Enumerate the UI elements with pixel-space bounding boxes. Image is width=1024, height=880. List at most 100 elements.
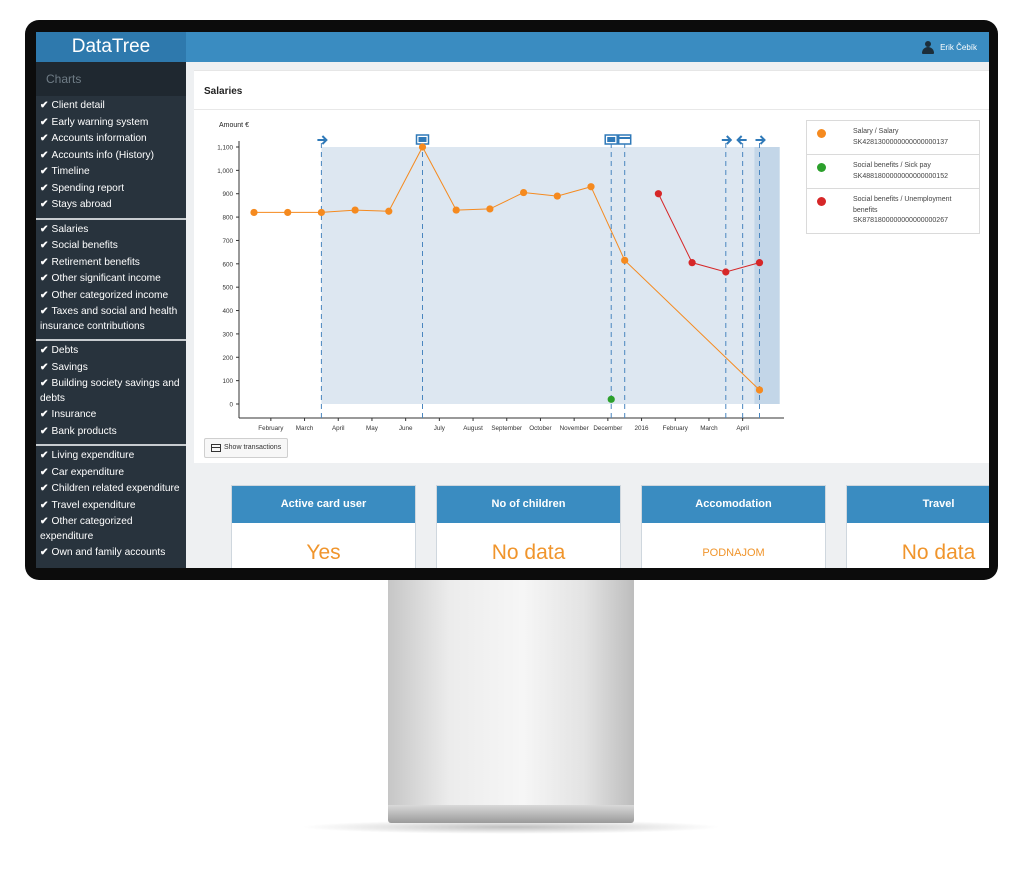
sidebar-item[interactable]: ✔ Social benefits <box>36 238 186 255</box>
y-tick-label: 600 <box>222 261 233 268</box>
sidebar-item-label: Other categorized income <box>51 289 169 301</box>
check-icon: ✔ <box>40 273 49 284</box>
sidebar-item-label: Savings <box>51 361 88 373</box>
data-point <box>755 259 764 267</box>
sidebar-group: ✔ Salaries ✔ Social benefits ✔ Retirement ben… <box>36 220 186 341</box>
x-tick-label: April <box>736 425 749 432</box>
sidebar-item-label: Timeline <box>51 166 90 177</box>
sidebar-item-label: Own and family accounts <box>51 547 166 558</box>
sidebar-item[interactable]: ✔ Stays abroad <box>36 197 186 214</box>
sidebar-item[interactable]: ✔ Taxes and social and health insurance c… <box>36 304 186 335</box>
x-tick-label: November <box>560 425 589 432</box>
sidebar-item-label: Car expenditure <box>51 466 125 478</box>
check-icon: ✔ <box>40 516 49 527</box>
arrow-right-icon <box>755 135 766 145</box>
y-tick-label: 200 <box>222 355 233 362</box>
sidebar-item[interactable]: ✔ Bank products <box>36 424 186 441</box>
check-icon: ✔ <box>40 149 49 161</box>
sidebar-item-label: Building society savings and debts <box>40 378 180 404</box>
check-icon: ✔ <box>40 240 49 251</box>
check-icon: ✔ <box>40 378 49 389</box>
y-tick-label: 500 <box>222 285 233 292</box>
data-point <box>755 386 764 394</box>
sidebar-item[interactable]: ✔ Salaries <box>36 222 186 239</box>
sidebar-group: ✔ Living expenditure ✔ Car expenditure ✔ Chil… <box>36 446 186 566</box>
sidebar-item[interactable]: ✔ Travel expenditure <box>36 498 186 515</box>
sidebar-item-label: Other categorized expenditure <box>40 516 133 542</box>
arrow-head <box>726 135 733 145</box>
sidebar-item[interactable]: ✔ Accounts info (History) <box>36 148 186 165</box>
x-tick-label: March <box>700 425 718 432</box>
y-tick-label: 1,100 <box>217 145 233 152</box>
y-tick-label: 0 <box>229 402 233 409</box>
sidebar-group: ✔ Client detail ✔ Early warning system ✔ Acco… <box>36 96 186 220</box>
card-no-of-children: No of children No data <box>436 485 621 568</box>
sidebar-item[interactable]: ✔ Insurance <box>36 407 186 424</box>
y-tick-label: 400 <box>222 308 233 315</box>
check-icon: ✔ <box>40 182 49 194</box>
card-box <box>617 134 632 145</box>
sidebar-item[interactable]: ✔ Other categorized income <box>36 288 186 305</box>
arrow-head <box>759 135 766 145</box>
sidebar-item[interactable]: ✔ Savings <box>36 360 186 377</box>
legend-item[interactable]: Salary / Salary SK4281300000000000000137 <box>807 121 979 155</box>
legend-account: SK4281300000000000000137 <box>853 138 948 146</box>
legend-item[interactable]: Social benefits / Unemployment benefits S… <box>807 189 979 233</box>
panel-divider <box>194 109 989 110</box>
y-tick-label: 300 <box>222 331 233 338</box>
sidebar-group: ✔ Debts ✔ Savings ✔ Building society savings … <box>36 341 186 446</box>
sidebar-item[interactable]: ✔ Building society savings and debts <box>36 376 186 407</box>
sidebar-item[interactable]: ✔ Client detail <box>36 98 186 115</box>
sidebar-item[interactable]: ✔ Car expenditure <box>36 465 186 482</box>
sidebar-item[interactable]: ✔ Own and family accounts <box>36 545 186 562</box>
sidebar-item[interactable]: ✔ Children related expenditure <box>36 481 186 498</box>
check-icon: ✔ <box>40 547 49 558</box>
legend-label: Social benefits / Unemployment benefits <box>853 196 952 214</box>
user-name: Erik Čebík <box>940 42 977 52</box>
x-tick-label: April <box>332 425 345 432</box>
check-icon: ✔ <box>40 289 49 301</box>
sidebar-item[interactable]: ✔ Living expenditure <box>36 448 186 465</box>
monitor-stand <box>388 578 634 808</box>
monitor-frame: DataTree Erik Čebík Charts ✔ Client detai… <box>25 20 998 580</box>
sidebar-item-label: Bank products <box>51 425 117 437</box>
salaries-panel: Salaries Amount € 0 100 200 300 400 500 600 700 8… <box>194 70 989 463</box>
check-icon: ✔ <box>40 425 49 437</box>
sidebar-item[interactable]: ✔ Accounts information <box>36 131 186 148</box>
sidebar-item-label: Travel expenditure <box>51 499 136 511</box>
user-menu[interactable]: Erik Čebík <box>922 32 977 62</box>
x-tick-label: August <box>463 425 483 432</box>
sidebar-item[interactable]: ✔ Spending report <box>36 181 186 198</box>
sidebar-item-label: Spending report <box>51 182 125 194</box>
card-value: PODNAJOM <box>702 547 765 559</box>
sidebar-item-label: Social benefits <box>51 240 118 251</box>
data-point <box>250 208 258 217</box>
panel-title: Salaries <box>204 86 243 97</box>
sidebar-item[interactable]: ✔ Other categorized expenditure <box>36 514 186 545</box>
show-transactions-button[interactable]: Show transactions <box>204 438 289 458</box>
data-point <box>587 183 595 191</box>
check-icon: ✔ <box>40 199 49 210</box>
data-point <box>688 259 696 267</box>
credit-card-cc-icon <box>415 134 430 145</box>
sidebar-item[interactable]: ✔ Timeline <box>36 164 186 181</box>
x-tick-label: February <box>663 425 689 432</box>
legend-dot <box>817 163 826 172</box>
check-icon: ✔ <box>40 345 49 356</box>
y-tick-label: 800 <box>222 215 233 222</box>
sidebar-item[interactable]: ✔ Other significant income <box>36 271 186 288</box>
arrow-head <box>736 135 743 145</box>
legend-label: Salary / Salary <box>853 128 899 135</box>
shaded-period <box>754 147 780 404</box>
salaries-chart[interactable]: Amount € 0 100 200 300 400 500 600 700 800 900 1,00… <box>194 111 794 433</box>
sidebar-item[interactable]: ✔ Early warning system <box>36 115 186 132</box>
data-point <box>351 206 359 214</box>
check-icon: ✔ <box>40 499 49 511</box>
brand-logo[interactable]: DataTree <box>36 32 186 62</box>
table-icon <box>211 444 221 452</box>
check-icon: ✔ <box>40 223 49 235</box>
legend-item[interactable]: Social benefits / Sick pay SK488180000000… <box>807 155 979 189</box>
sidebar-item[interactable]: ✔ Debts <box>36 343 186 360</box>
card-value: Yes <box>306 541 341 564</box>
sidebar-item[interactable]: ✔ Retirement benefits <box>36 255 186 272</box>
